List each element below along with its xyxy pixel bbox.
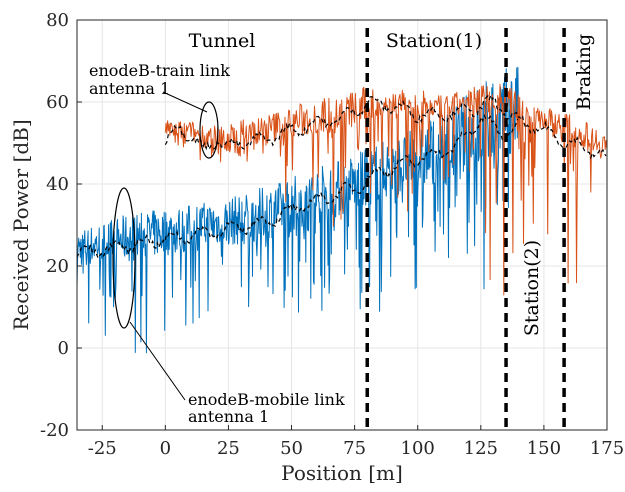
y-tick-label: 80 — [46, 10, 69, 31]
series-train_avg — [164, 93, 607, 160]
mobile-link-ellipse — [112, 187, 136, 329]
annotation-station-2: Station(2) — [521, 240, 543, 336]
train-link-pointer — [162, 91, 208, 113]
annotation-mobile-link-line2: antenna 1 — [188, 407, 269, 426]
x-tick-label: 0 — [160, 438, 171, 459]
axes-box — [76, 19, 608, 431]
x-tick-label: 150 — [527, 438, 561, 459]
series-train_link — [164, 83, 607, 296]
y-tick-label: -20 — [40, 420, 69, 441]
series-layer — [77, 66, 607, 354]
y-tick-label: 60 — [46, 92, 69, 113]
annotation-train-link-line2: antenna 1 — [89, 79, 170, 98]
y-tick-label: 0 — [58, 338, 69, 359]
y-tick-label: 40 — [46, 174, 69, 195]
x-tick-label: 125 — [464, 438, 498, 459]
annotation-braking: Braking — [573, 34, 595, 110]
x-tick-label: 175 — [590, 438, 624, 459]
train-link-ellipse — [199, 101, 219, 159]
x-tick-label: 50 — [280, 438, 303, 459]
x-tick-label: -25 — [88, 438, 117, 459]
annotation-tunnel: Tunnel — [189, 30, 256, 52]
x-tick-label: 25 — [217, 438, 240, 459]
x-tick-label: 100 — [401, 438, 435, 459]
x-axis-label: Position [m] — [281, 461, 403, 485]
vertical-markers — [365, 28, 566, 430]
mobile-link-pointer — [129, 321, 186, 401]
y-tick-label: 20 — [46, 256, 69, 277]
series-mobile_link — [77, 66, 519, 354]
y-axis-label: Received Power [dB] — [9, 119, 33, 330]
annotation-station-1: Station(1) — [386, 30, 482, 52]
annotation-train-link-line1: enodeB-train link — [89, 61, 230, 80]
series-mobile_avg — [77, 114, 519, 260]
annotation-mobile-link-line1: enodeB-mobile link — [188, 390, 345, 409]
ticks: -25 0 25 50 75 100 125 150 175 -20 0 20 40 60 80 — [40, 10, 624, 459]
x-tick-label: 75 — [343, 438, 366, 459]
